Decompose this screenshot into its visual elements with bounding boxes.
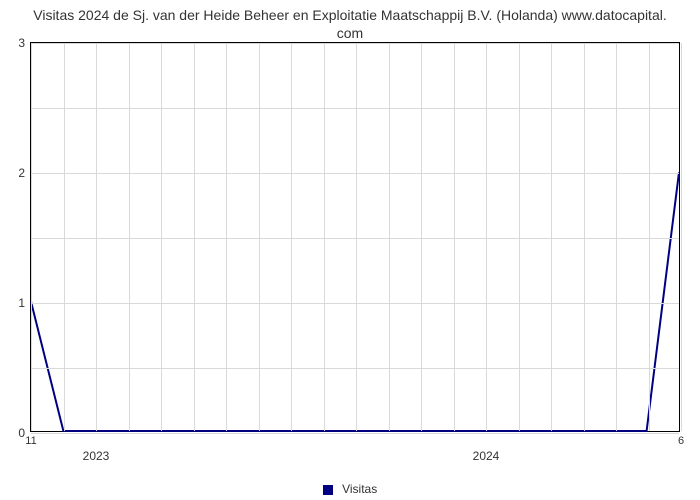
legend-label: Visitas	[342, 482, 377, 496]
title-line1: Visitas 2024 de Sj. van der Heide Beheer…	[33, 7, 667, 23]
ytick-label: 2	[18, 166, 25, 180]
ytick-label: 3	[18, 36, 25, 50]
grid-v	[616, 43, 617, 431]
grid-v	[649, 43, 650, 431]
grid-v	[129, 43, 130, 431]
grid-v	[226, 43, 227, 431]
grid-v	[31, 43, 32, 431]
grid-v	[421, 43, 422, 431]
grid-v	[194, 43, 195, 431]
grid-v	[681, 43, 682, 431]
chart-title: Visitas 2024 de Sj. van der Heide Beheer…	[0, 0, 700, 42]
grid-v	[324, 43, 325, 431]
grid-v	[356, 43, 357, 431]
grid-v	[584, 43, 585, 431]
grid-v	[259, 43, 260, 431]
x-year-label: 2024	[473, 449, 500, 463]
grid-v	[454, 43, 455, 431]
title-line2: com	[337, 25, 363, 41]
grid-v	[291, 43, 292, 431]
grid-h	[31, 433, 679, 434]
xtick-label: 11	[25, 435, 36, 447]
legend-swatch	[323, 485, 333, 495]
xtick-label: 6	[678, 435, 684, 447]
grid-v	[551, 43, 552, 431]
x-year-label: 2023	[83, 449, 110, 463]
grid-v	[519, 43, 520, 431]
ytick-label: 1	[18, 296, 25, 310]
legend: Visitas	[0, 482, 700, 496]
plot-wrap: 012311620232024	[30, 42, 680, 432]
grid-v	[161, 43, 162, 431]
grid-v	[64, 43, 65, 431]
grid-v	[389, 43, 390, 431]
plot-area: 012311620232024	[30, 42, 680, 432]
grid-v	[96, 43, 97, 431]
chart-container: Visitas 2024 de Sj. van der Heide Beheer…	[0, 0, 700, 500]
ytick-label: 0	[18, 426, 25, 440]
grid-v	[486, 43, 487, 431]
